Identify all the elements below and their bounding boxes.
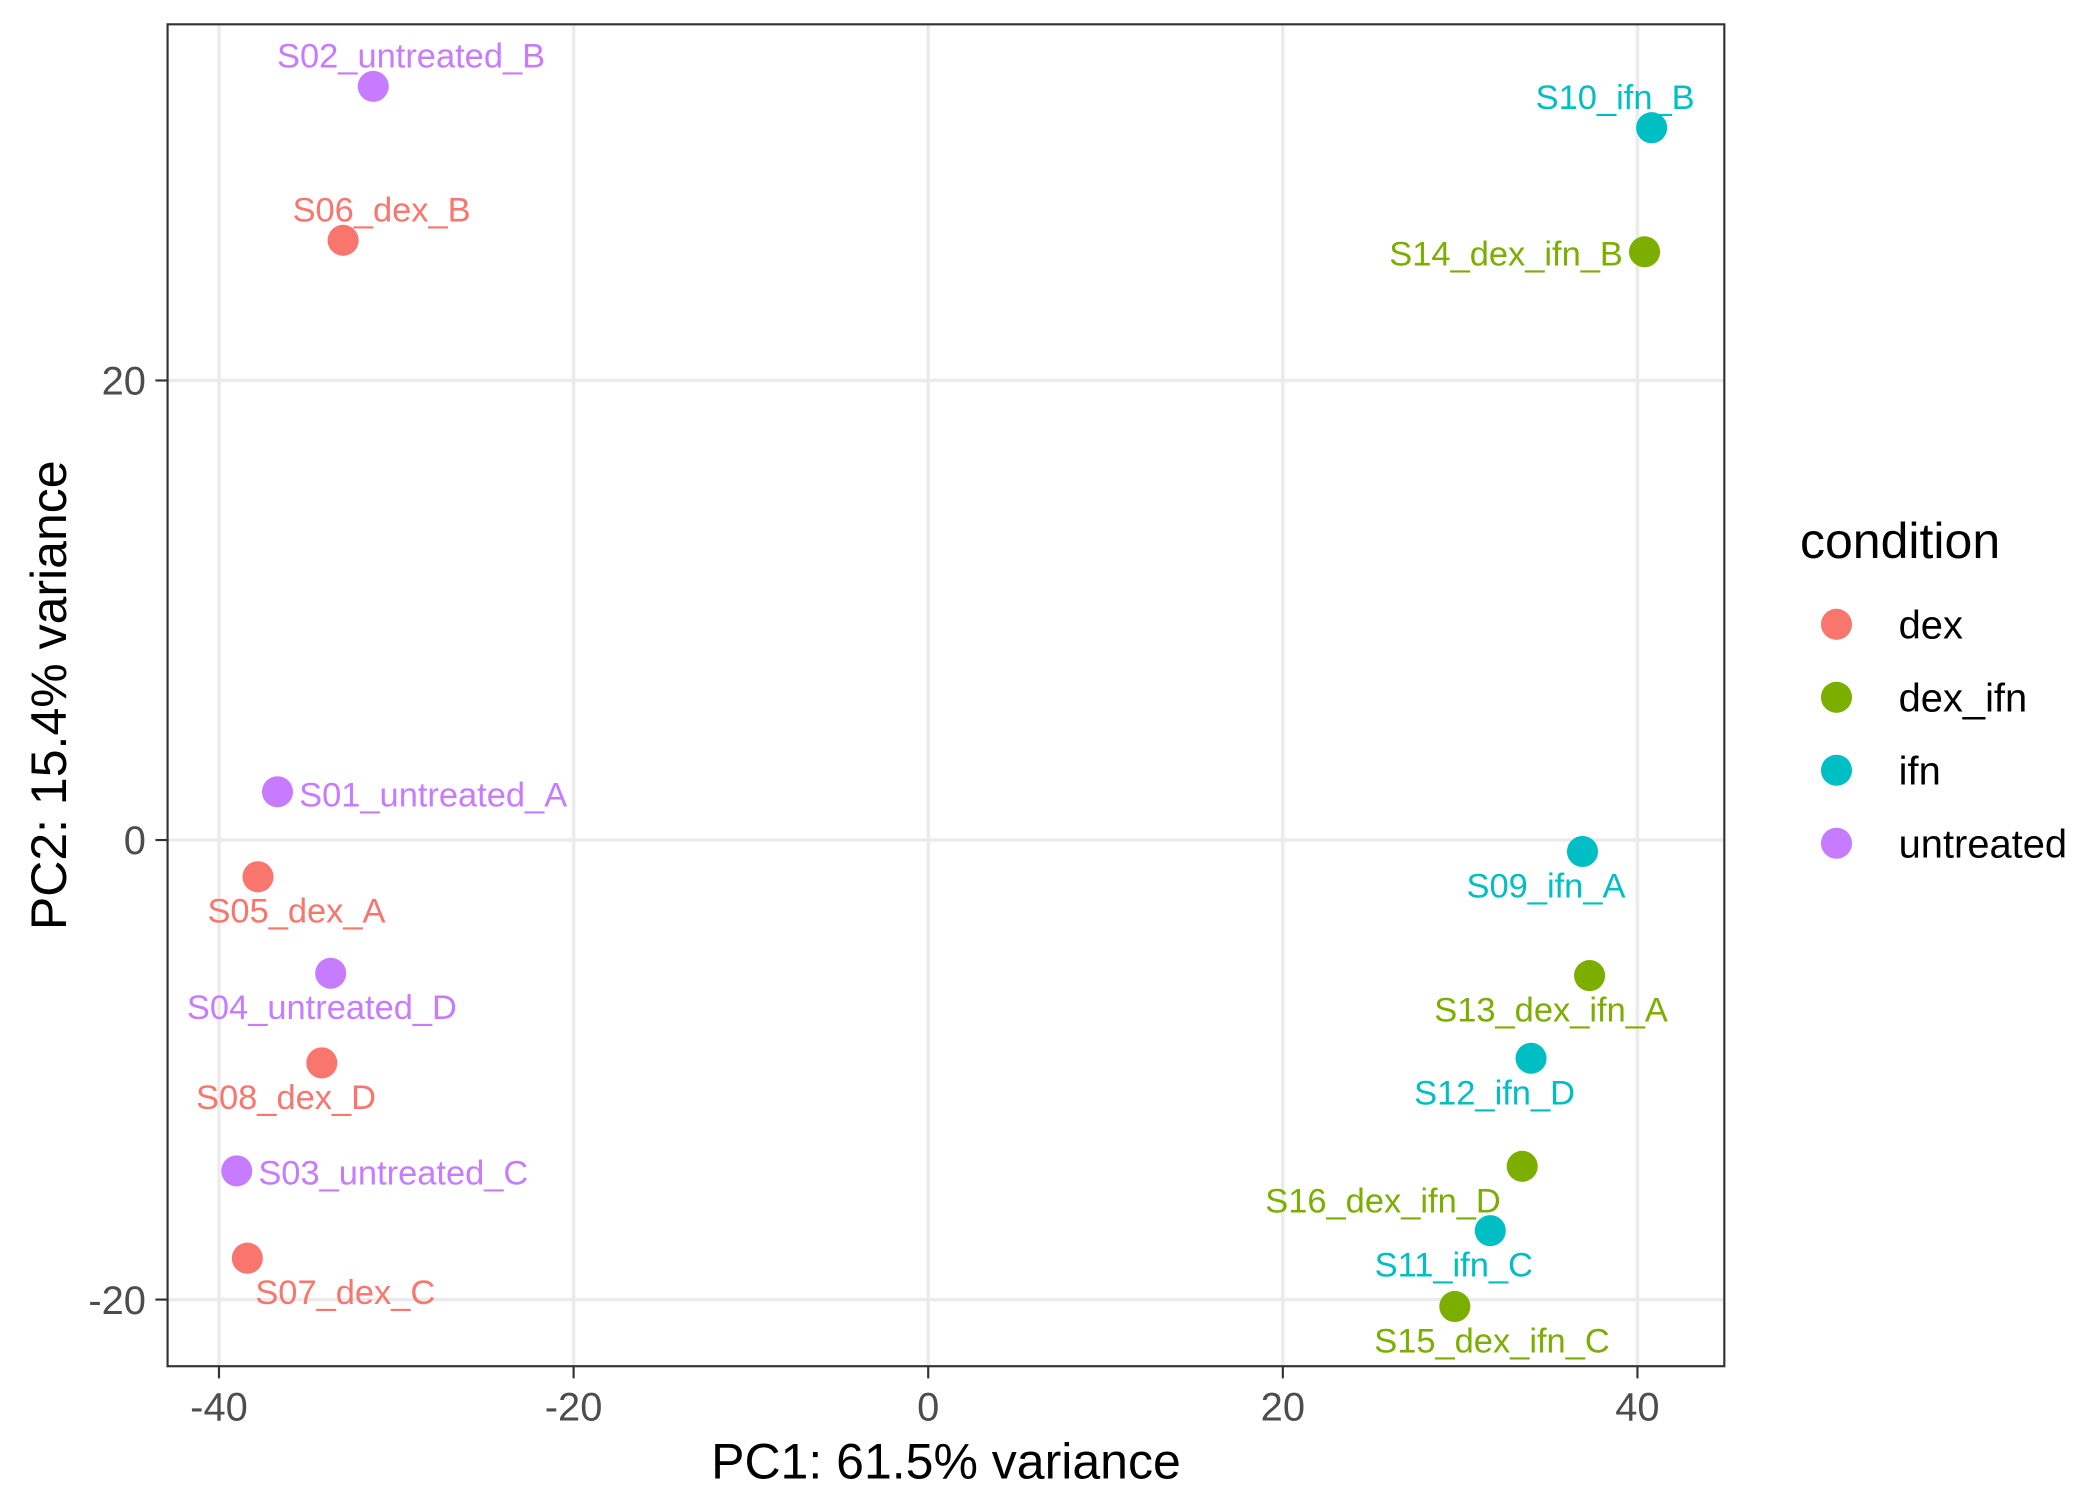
legend-label: dex (1899, 604, 1963, 648)
points-layer (221, 70, 1668, 1323)
y-axis: -20 0 20 (88, 360, 168, 1323)
data-point (1506, 1150, 1538, 1182)
point-label: S03_untreated_C (258, 1154, 528, 1192)
point-label: S12_ifn_D (1414, 1074, 1575, 1112)
legend-key (1820, 608, 1853, 640)
data-point (1439, 1290, 1471, 1323)
legend-label: untreated (1899, 822, 2067, 866)
data-point (231, 1242, 263, 1274)
data-point (261, 776, 294, 808)
x-axis: -40 -20 0 20 40 (190, 1366, 1660, 1429)
point-label: S10_ifn_B (1536, 79, 1695, 117)
point-label: S14_dex_ifn_B (1389, 235, 1623, 273)
data-point (1636, 112, 1668, 144)
point-label: S02_untreated_B (277, 37, 545, 75)
data-point (327, 224, 359, 256)
data-point (1574, 960, 1606, 992)
x-tick-label: 20 (1261, 1385, 1305, 1429)
x-tick-label: 0 (917, 1385, 939, 1429)
x-tick-label: -20 (545, 1385, 603, 1429)
point-label: S01_untreated_A (299, 777, 567, 815)
data-point (357, 70, 389, 102)
x-tick-label: 40 (1615, 1385, 1659, 1429)
y-tick-label: 0 (124, 819, 146, 863)
point-label: S08_dex_D (196, 1079, 376, 1117)
point-label: S13_dex_ifn_A (1434, 992, 1668, 1030)
y-tick-label: 20 (102, 360, 146, 404)
legend-key (1820, 827, 1853, 859)
x-axis-title: PC1: 61.5% variance (711, 1433, 1181, 1489)
data-point (1628, 236, 1661, 268)
data-point (1474, 1215, 1506, 1247)
y-axis-title: PC2: 15.4% variance (21, 460, 77, 930)
legend-key (1820, 754, 1853, 786)
point-label: S11_ifn_C (1375, 1247, 1533, 1285)
data-point (1566, 835, 1599, 868)
data-point (1515, 1042, 1547, 1074)
panel-border (166, 23, 1726, 1368)
legend-label: ifn (1899, 749, 1941, 793)
data-point (221, 1155, 253, 1187)
point-label: S07_dex_C (255, 1274, 435, 1312)
point-label: S06_dex_B (293, 191, 471, 229)
data-point (306, 1047, 338, 1079)
point-label: S04_untreated_D (187, 989, 457, 1027)
y-tick-label: -20 (88, 1279, 146, 1323)
data-point (315, 957, 347, 989)
point-label: S09_ifn_A (1467, 867, 1626, 905)
point-label: S05_dex_A (207, 893, 385, 931)
data-point (242, 861, 274, 893)
legend-label: dex_ifn (1899, 676, 2028, 720)
legend-key (1820, 681, 1853, 713)
point-labels-layer: S06_dex_B S05_dex_A S08_dex_D S07_dex_C S14_… (187, 37, 1695, 1360)
point-label: S15_dex_ifn_C (1374, 1322, 1609, 1360)
x-tick-label: -40 (190, 1385, 248, 1429)
legend-title: condition (1800, 513, 2000, 569)
point-label: S16_dex_ifn_D (1265, 1182, 1501, 1220)
